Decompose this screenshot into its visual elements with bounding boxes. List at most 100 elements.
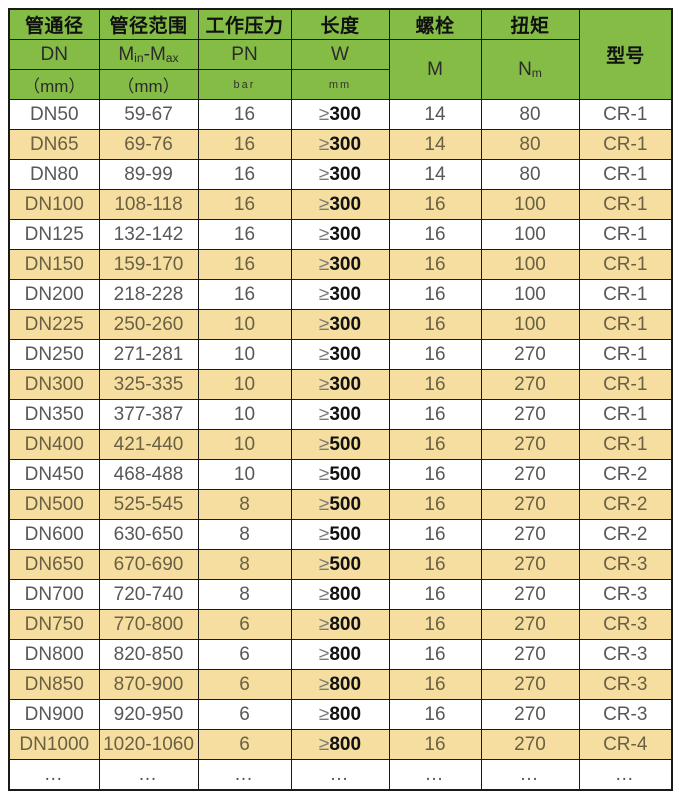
header-unit-dn: （mm） bbox=[8, 69, 100, 100]
header-title-2: 工作压力 bbox=[197, 8, 292, 40]
cell-diameter-range: 69-76 bbox=[98, 129, 199, 160]
cell-model: CR-3 bbox=[578, 639, 673, 670]
greater-equal-icon: ≥ bbox=[318, 493, 330, 515]
cell-diameter-range: 770-800 bbox=[98, 609, 199, 640]
cell-diameter-range: 59-67 bbox=[98, 99, 199, 130]
cell-length-value: 300 bbox=[329, 403, 362, 425]
spec-table-container: 管通径 管径范围 工作压力 长度 螺栓 扭矩 型号 DN Min-Max PN W M Nm （mm） （m… bbox=[8, 8, 673, 797]
cell-length: ≥800 bbox=[290, 579, 390, 610]
cell-nominal-diameter: DN1000 bbox=[8, 729, 100, 760]
cell-torque: 100 bbox=[480, 279, 580, 310]
cell-torque: 270 bbox=[480, 579, 580, 610]
cell-model: CR-2 bbox=[578, 489, 673, 520]
greater-equal-icon: ≥ bbox=[318, 643, 330, 665]
greater-equal-icon: ≥ bbox=[318, 703, 330, 725]
cell-diameter-range: … bbox=[98, 759, 199, 791]
cell-torque: 270 bbox=[480, 429, 580, 460]
table-row-ellipsis: ………………… bbox=[8, 759, 673, 791]
cell-bolt: 16 bbox=[388, 699, 482, 730]
cell-nominal-diameter: DN350 bbox=[8, 399, 100, 430]
cell-model: CR-4 bbox=[578, 729, 673, 760]
cell-working-pressure: 16 bbox=[197, 249, 292, 280]
cell-torque: 80 bbox=[480, 99, 580, 130]
cell-diameter-range: 468-488 bbox=[98, 459, 199, 490]
greater-equal-icon: ≥ bbox=[318, 133, 330, 155]
table-row: DN850 870-900 6 ≥800 16 270 CR-3 bbox=[8, 669, 673, 700]
cell-nominal-diameter: … bbox=[8, 759, 100, 791]
cell-working-pressure: 10 bbox=[197, 339, 292, 370]
greater-equal-icon: ≥ bbox=[318, 163, 330, 185]
cell-working-pressure: 10 bbox=[197, 399, 292, 430]
cell-bolt: 14 bbox=[388, 129, 482, 160]
cell-nominal-diameter: DN450 bbox=[8, 459, 100, 490]
cell-working-pressure: 10 bbox=[197, 429, 292, 460]
cell-nominal-diameter: DN150 bbox=[8, 249, 100, 280]
header-unit-length: mm bbox=[290, 69, 390, 100]
greater-equal-icon: ≥ bbox=[318, 193, 330, 215]
header-title-model: 型号 bbox=[578, 8, 673, 100]
cell-torque: 270 bbox=[480, 639, 580, 670]
header-title-3: 长度 bbox=[290, 8, 390, 40]
cell-working-pressure: 6 bbox=[197, 639, 292, 670]
cell-nominal-diameter: DN700 bbox=[8, 579, 100, 610]
cell-model: CR-3 bbox=[578, 699, 673, 730]
cell-bolt: 16 bbox=[388, 579, 482, 610]
greater-equal-icon: ≥ bbox=[318, 373, 330, 395]
cell-length: ≥300 bbox=[290, 99, 390, 130]
cell-torque: 270 bbox=[480, 399, 580, 430]
table-row: DN500 525-545 8 ≥500 16 270 CR-2 bbox=[8, 489, 673, 520]
cell-bolt: 16 bbox=[388, 369, 482, 400]
header-symbol-pn: PN bbox=[197, 39, 292, 70]
table-row: DN750 770-800 6 ≥800 16 270 CR-3 bbox=[8, 609, 673, 640]
header-symbol-m: M bbox=[388, 39, 482, 100]
table-row: DN300 325-335 10 ≥300 16 270 CR-1 bbox=[8, 369, 673, 400]
cell-bolt: 14 bbox=[388, 159, 482, 190]
header-row-symbols: DN Min-Max PN W M Nm bbox=[8, 39, 672, 100]
cell-model: CR-1 bbox=[578, 189, 673, 220]
cell-diameter-range: 421-440 bbox=[98, 429, 199, 460]
cell-model: CR-1 bbox=[578, 159, 673, 190]
cell-model: CR-1 bbox=[578, 249, 673, 280]
cell-bolt: 16 bbox=[388, 339, 482, 370]
cell-length: ≥300 bbox=[290, 159, 390, 190]
cell-model: CR-3 bbox=[578, 579, 673, 610]
cell-torque: 270 bbox=[480, 339, 580, 370]
cell-length-value: 500 bbox=[329, 553, 362, 575]
cell-length-value: 500 bbox=[329, 433, 362, 455]
header-title-4: 螺栓 bbox=[388, 8, 482, 40]
cell-length: ≥300 bbox=[290, 399, 390, 430]
cell-length: ≥800 bbox=[290, 729, 390, 760]
table-row: DN600 630-650 8 ≥500 16 270 CR-2 bbox=[8, 519, 673, 550]
cell-length-value: 500 bbox=[329, 493, 362, 515]
cell-working-pressure: 8 bbox=[197, 519, 292, 550]
table-row: DN100 108-118 16 ≥300 16 100 CR-1 bbox=[8, 189, 673, 220]
cell-working-pressure: 6 bbox=[197, 669, 292, 700]
cell-diameter-range: 377-387 bbox=[98, 399, 199, 430]
cell-working-pressure: 6 bbox=[197, 699, 292, 730]
cell-length-value: 300 bbox=[329, 313, 362, 335]
cell-bolt: 16 bbox=[388, 429, 482, 460]
cell-diameter-range: 218-228 bbox=[98, 279, 199, 310]
cell-length: ≥300 bbox=[290, 129, 390, 160]
cell-diameter-range: 820-850 bbox=[98, 639, 199, 670]
cell-bolt: 16 bbox=[388, 669, 482, 700]
header-symbol-min-max: Min-Max bbox=[98, 39, 199, 70]
cell-nominal-diameter: DN400 bbox=[8, 429, 100, 460]
cell-length: ≥800 bbox=[290, 669, 390, 700]
cell-model: … bbox=[578, 759, 673, 791]
header-unit-range: （mm） bbox=[98, 69, 199, 100]
cell-nominal-diameter: DN100 bbox=[8, 189, 100, 220]
cell-nominal-diameter: DN600 bbox=[8, 519, 100, 550]
cell-working-pressure: 10 bbox=[197, 309, 292, 340]
cell-nominal-diameter: DN850 bbox=[8, 669, 100, 700]
greater-equal-icon: ≥ bbox=[318, 283, 330, 305]
cell-bolt: 16 bbox=[388, 189, 482, 220]
cell-model: CR-3 bbox=[578, 669, 673, 700]
cell-length: ≥300 bbox=[290, 339, 390, 370]
cell-length-value: 800 bbox=[329, 583, 362, 605]
greater-equal-icon: ≥ bbox=[318, 673, 330, 695]
cell-working-pressure: 16 bbox=[197, 219, 292, 250]
greater-equal-icon: ≥ bbox=[318, 463, 330, 485]
cell-working-pressure: 8 bbox=[197, 489, 292, 520]
table-row: DN650 670-690 8 ≥500 16 270 CR-3 bbox=[8, 549, 673, 580]
